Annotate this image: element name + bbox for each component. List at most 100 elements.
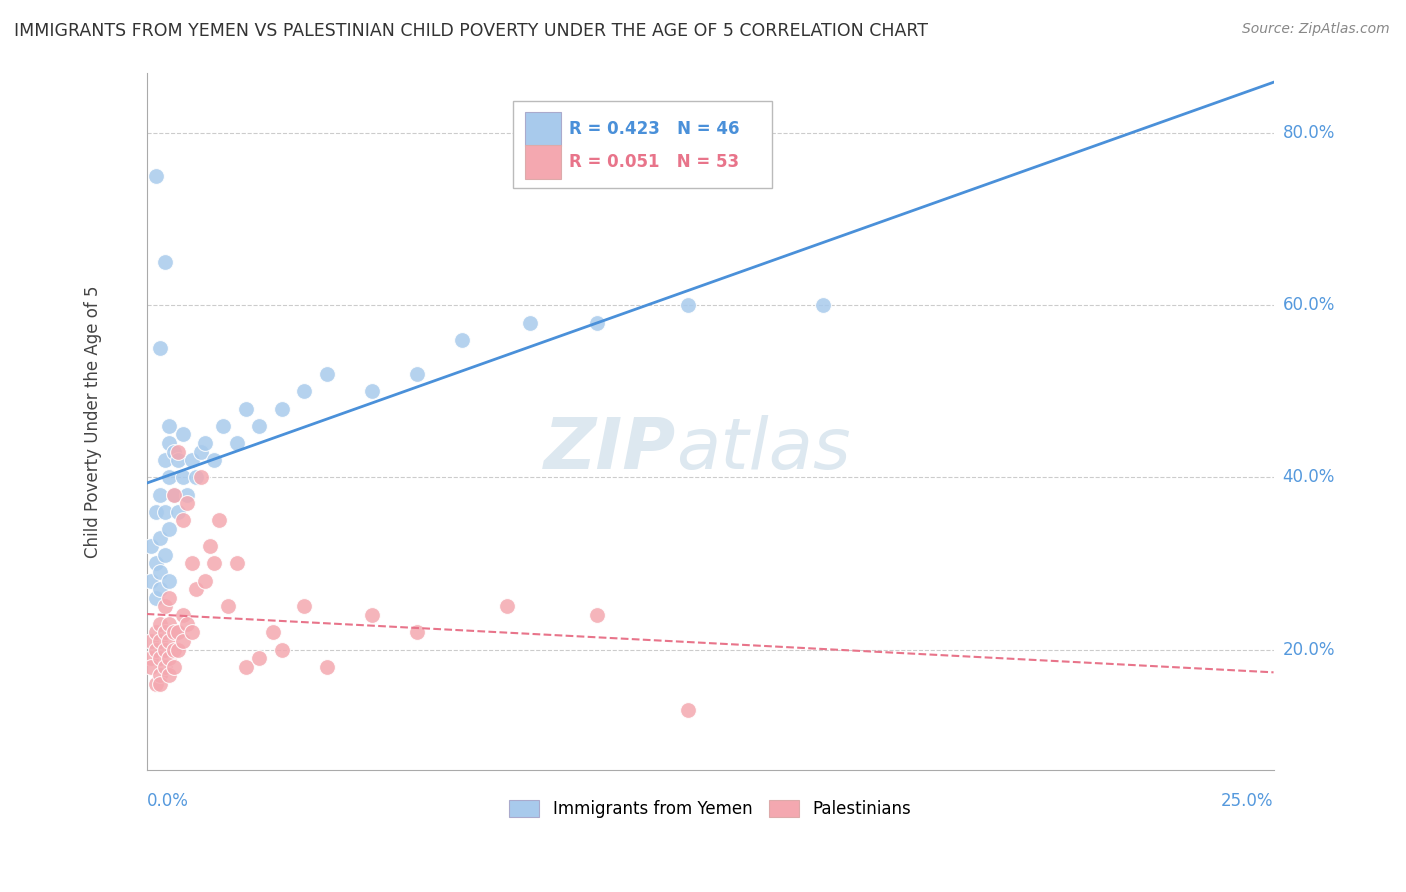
FancyBboxPatch shape [526,112,561,146]
Point [149,677,172,691]
Point [496,599,519,614]
Point [186,470,208,484]
Text: ZIP: ZIP [544,415,676,483]
Point [157,470,180,484]
Text: Source: ZipAtlas.com: Source: ZipAtlas.com [1241,22,1389,37]
Point [176,616,198,631]
Point [145,505,167,519]
Point [190,470,212,484]
Point [172,427,194,442]
Point [153,505,176,519]
Point [163,642,186,657]
Legend: Immigrants from Yemen, Palestinians: Immigrants from Yemen, Palestinians [502,793,918,824]
Text: R = 0.423   N = 46: R = 0.423 N = 46 [569,120,740,137]
Point [292,599,315,614]
Point [149,668,172,682]
Point [194,574,217,588]
Point [586,608,609,623]
Point [163,659,186,673]
Point [149,488,172,502]
Point [180,557,202,571]
Point [157,418,180,433]
Point [172,634,194,648]
Point [172,513,194,527]
Point [451,333,474,347]
Point [153,548,176,562]
Point [145,169,167,184]
Point [361,384,384,399]
Point [167,625,190,640]
Text: atlas: atlas [676,415,851,483]
Point [157,574,180,588]
Point [270,401,292,416]
Point [163,488,186,502]
Point [139,634,162,648]
Point [145,677,167,691]
Point [519,316,541,330]
Point [157,436,180,450]
Point [145,557,167,571]
Point [225,436,247,450]
Point [139,659,162,673]
Point [139,539,162,553]
Point [157,651,180,665]
Point [145,642,167,657]
Point [139,651,162,665]
Point [225,557,247,571]
Point [149,342,172,356]
Point [316,367,339,381]
Point [153,659,176,673]
Point [163,625,186,640]
Point [167,505,190,519]
Point [149,634,172,648]
Text: 25.0%: 25.0% [1220,791,1274,810]
Point [149,616,172,631]
Point [167,444,190,458]
Point [145,591,167,605]
Point [235,659,257,673]
Text: 60.0%: 60.0% [1282,296,1334,314]
Point [153,642,176,657]
Point [153,255,176,269]
Text: Child Poverty Under the Age of 5: Child Poverty Under the Age of 5 [83,285,101,558]
Point [190,444,212,458]
Text: 40.0%: 40.0% [1282,468,1334,486]
Text: 0.0%: 0.0% [146,791,188,810]
Point [270,642,292,657]
Point [163,488,186,502]
Text: 20.0%: 20.0% [1282,640,1336,658]
Point [167,453,190,467]
Point [163,444,186,458]
Point [176,496,198,510]
Point [811,298,834,312]
Point [149,531,172,545]
Point [262,625,284,640]
Point [194,436,217,450]
Point [217,599,239,614]
Point [676,298,699,312]
Point [361,608,384,623]
Point [292,384,315,399]
Point [208,513,231,527]
FancyBboxPatch shape [526,145,561,179]
Point [153,453,176,467]
Point [247,651,270,665]
Point [316,659,339,673]
Point [186,582,208,597]
Point [247,418,270,433]
Text: IMMIGRANTS FROM YEMEN VS PALESTINIAN CHILD POVERTY UNDER THE AGE OF 5 CORRELATIO: IMMIGRANTS FROM YEMEN VS PALESTINIAN CHI… [14,22,928,40]
Point [406,367,429,381]
Point [157,634,180,648]
Point [180,625,202,640]
Point [235,401,257,416]
Point [149,582,172,597]
Point [157,591,180,605]
Point [172,470,194,484]
Text: 80.0%: 80.0% [1282,124,1334,142]
Point [167,642,190,657]
Point [202,557,225,571]
Point [212,418,235,433]
Point [157,522,180,536]
Point [202,453,225,467]
Point [172,608,194,623]
